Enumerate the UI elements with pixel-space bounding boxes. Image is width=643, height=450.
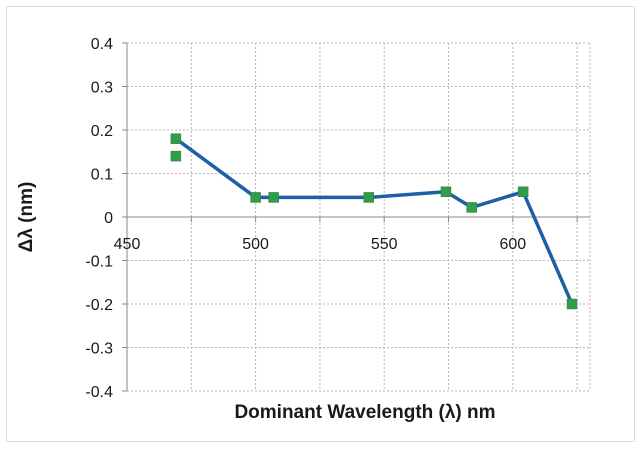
y-tick-label: -0.3 — [85, 341, 113, 358]
x-tick-labels: 450 500 550 600 — [114, 236, 527, 253]
y-tick-label: 0.1 — [91, 167, 113, 184]
data-point-marker — [170, 133, 182, 144]
y-axis-label: Δλ (nm) — [16, 182, 37, 253]
data-point-marker — [566, 298, 578, 310]
x-tick-label: 450 — [114, 236, 141, 253]
y-tick-label: 0 — [104, 210, 113, 227]
data-point-marker — [517, 186, 529, 198]
data-point-marker — [466, 202, 477, 213]
x-axis-label: Dominant Wavelength (λ) nm — [234, 402, 495, 423]
axes — [122, 42, 590, 392]
markers — [170, 133, 578, 310]
data-point-marker — [170, 150, 182, 162]
data-point-marker — [363, 192, 375, 203]
data-point-marker — [440, 186, 452, 198]
x-tick-label: 550 — [371, 236, 398, 253]
y-tick-labels: 0.4 0.3 0.2 0.1 0 -0.1 -0.2 -0.3 -0.4 — [85, 36, 113, 401]
y-tick-label: 0.3 — [91, 80, 113, 97]
y-tick-label: 0.4 — [91, 36, 113, 53]
data-point-marker — [268, 192, 279, 203]
y-tick-label: -0.1 — [85, 254, 113, 271]
y-tick-label: -0.2 — [85, 297, 113, 314]
y-tick-label: -0.4 — [85, 384, 113, 401]
x-tick-label: 600 — [499, 236, 526, 253]
y-tick-label: 0.2 — [91, 123, 113, 140]
x-tick-label: 500 — [242, 236, 269, 253]
chart-frame — [6, 6, 635, 442]
data-point-marker — [250, 192, 261, 203]
